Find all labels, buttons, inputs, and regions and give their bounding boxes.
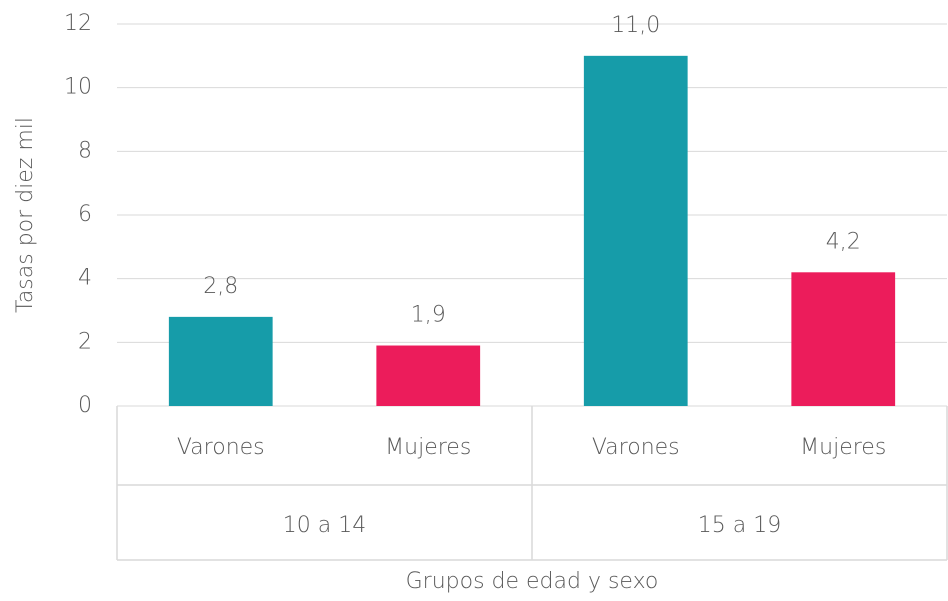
y-tick-label: 4 xyxy=(78,266,92,291)
data-label: 4,2 xyxy=(826,229,861,254)
y-tick-label: 8 xyxy=(78,138,92,163)
y-tick-label: 0 xyxy=(78,393,92,418)
x-tick-label: Varones xyxy=(177,435,265,460)
group-label: 10 a 14 xyxy=(283,513,366,538)
bar xyxy=(791,272,896,406)
x-tick-label: Mujeres xyxy=(385,435,471,460)
bar xyxy=(168,316,273,406)
group-label: 15 a 19 xyxy=(698,513,781,538)
y-tick-label: 12 xyxy=(64,11,92,36)
x-axis-title: Grupos de edad y sexo xyxy=(406,569,659,594)
data-label: 11,0 xyxy=(611,13,660,38)
data-label: 1,9 xyxy=(411,303,446,328)
x-tick-label: Varones xyxy=(592,435,680,460)
y-tick-label: 6 xyxy=(78,202,92,227)
data-label: 2,8 xyxy=(203,274,238,299)
bar xyxy=(583,55,688,406)
y-axis-title: Tasas por diez mil xyxy=(13,117,38,313)
y-tick-label: 10 xyxy=(64,75,92,100)
x-tick-label: Mujeres xyxy=(800,435,886,460)
bar xyxy=(376,345,481,406)
y-tick-label: 2 xyxy=(78,329,92,354)
